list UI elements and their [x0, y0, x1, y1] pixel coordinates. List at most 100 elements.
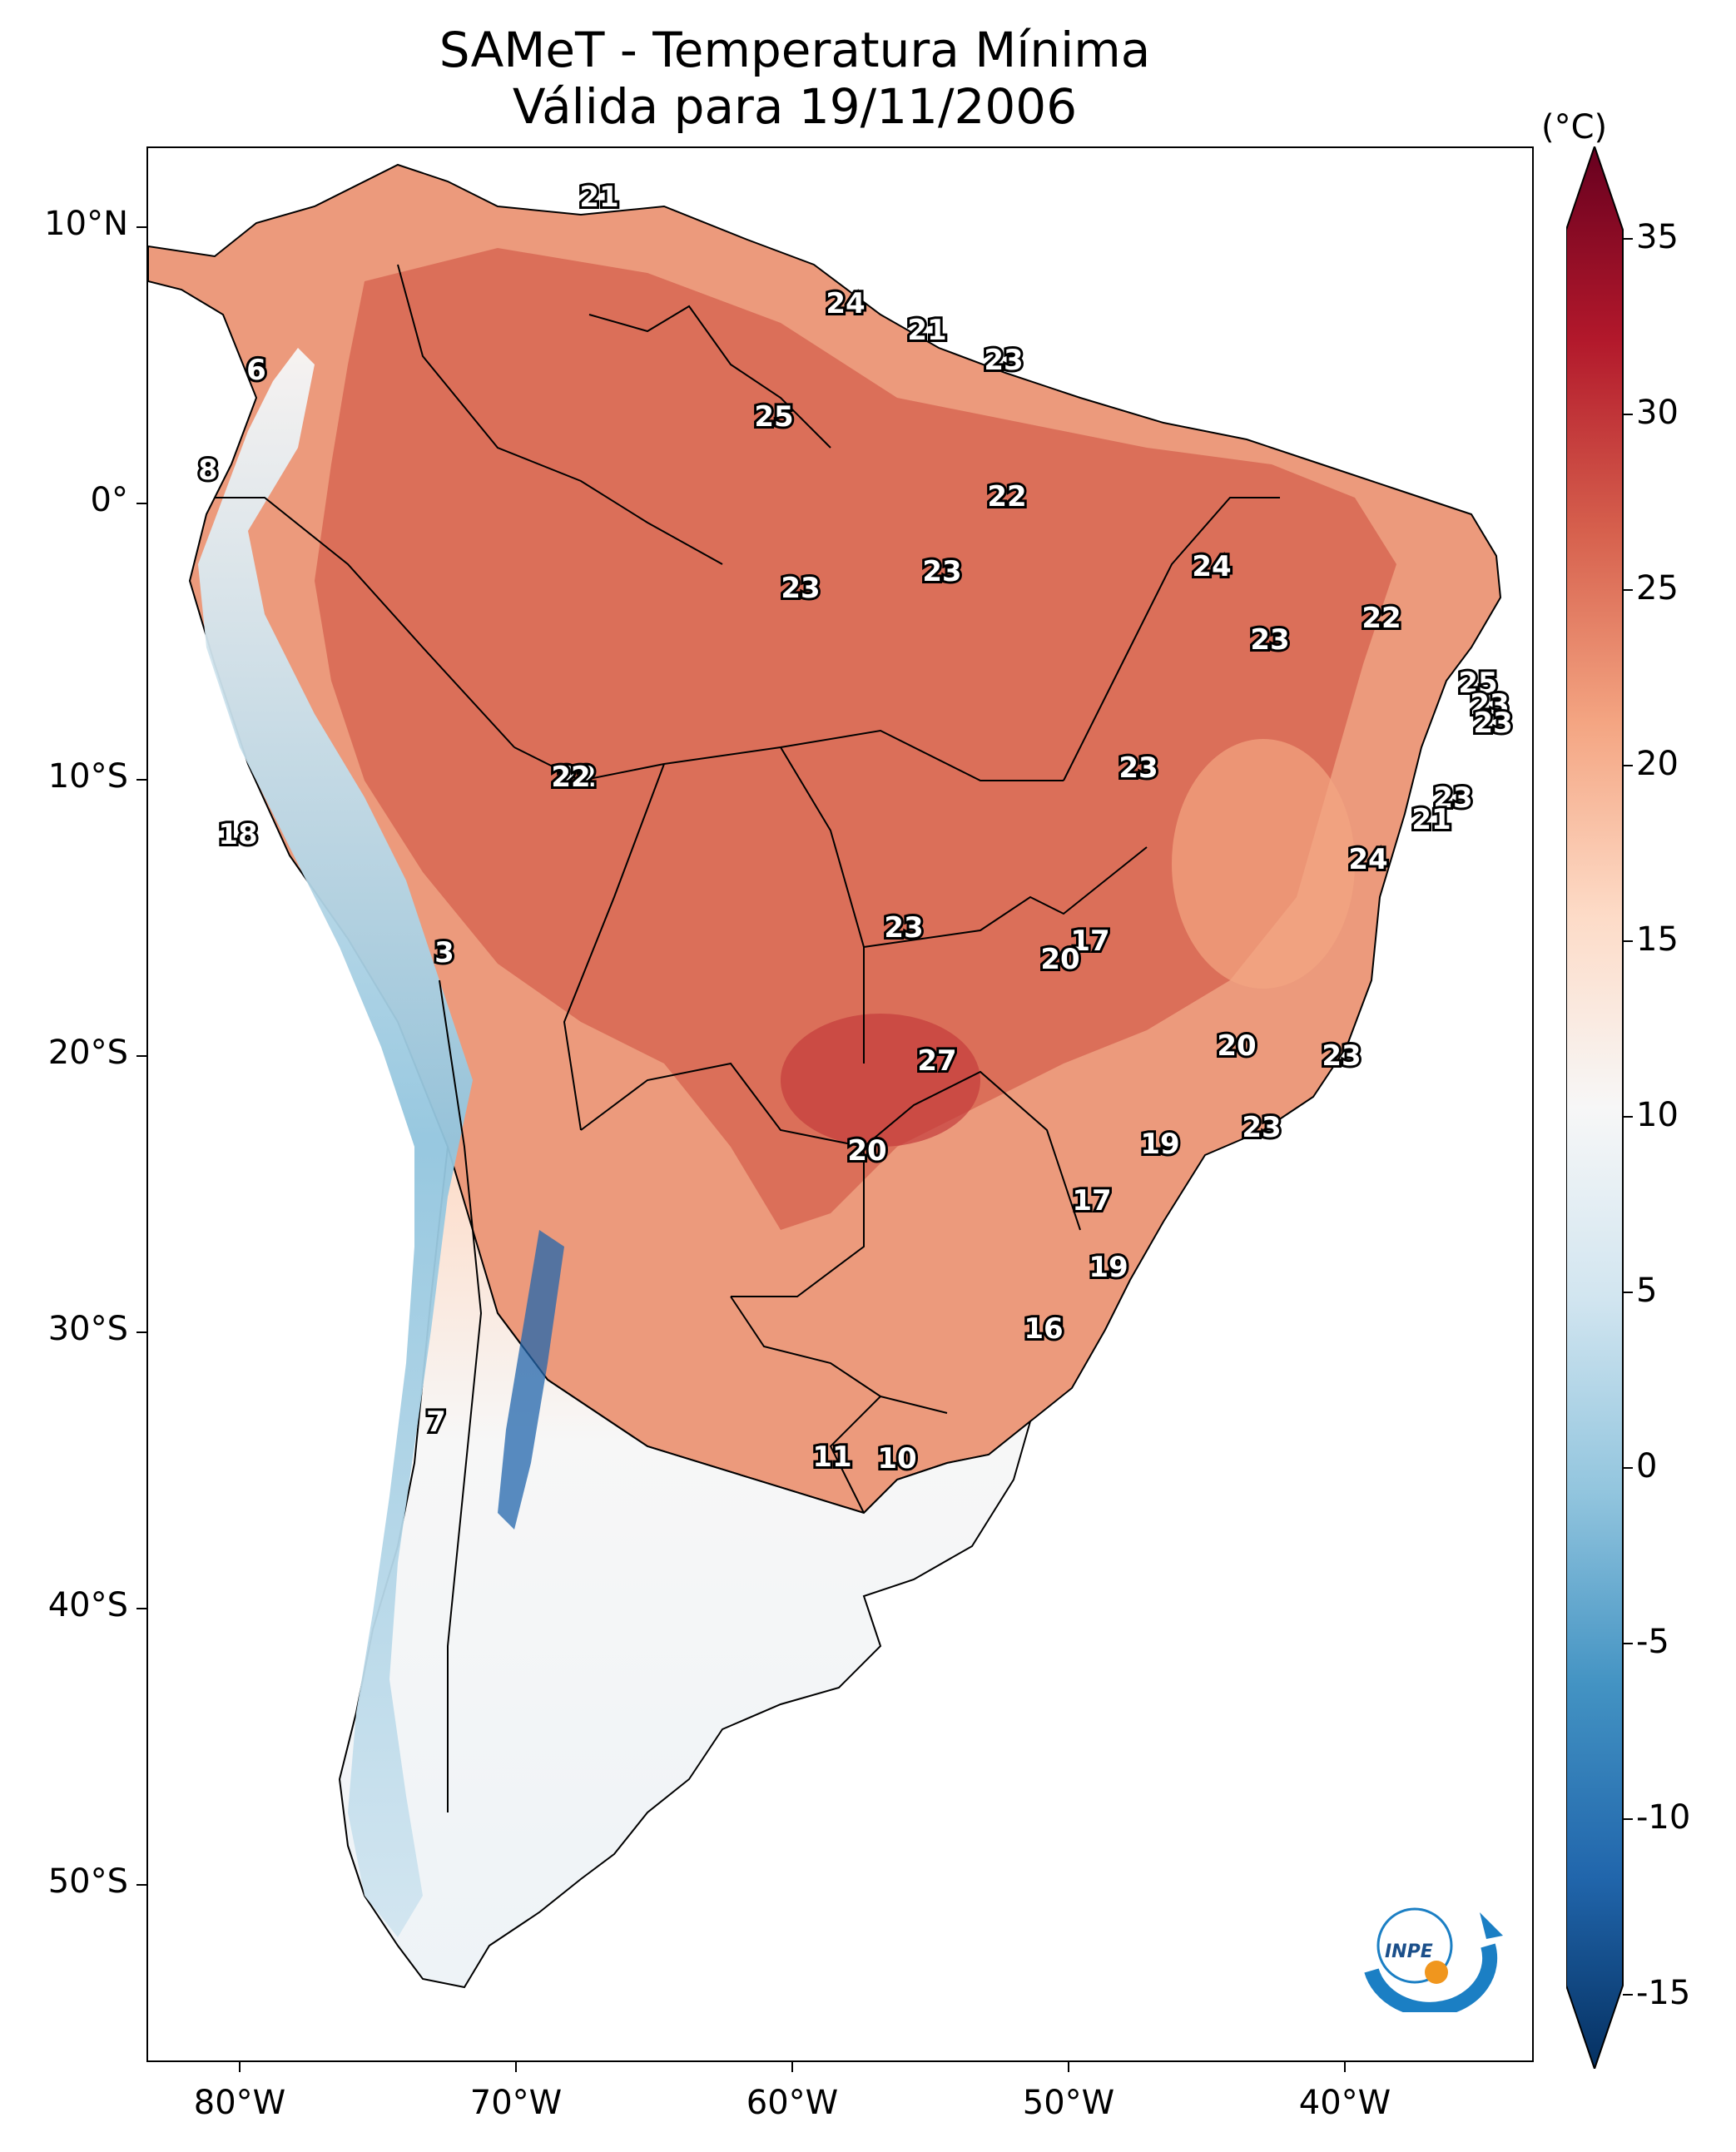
lat-tick — [136, 226, 146, 228]
colorbar-label-30: 30 — [1636, 394, 1679, 432]
cool-plateau — [1172, 739, 1355, 989]
station-temperature-label: 23 — [781, 572, 820, 605]
station-temperature-label: 27 — [917, 1044, 956, 1078]
station-temperature-label: 23 — [1433, 781, 1472, 815]
station-temperature-label: 23 — [1322, 1039, 1361, 1073]
lon-label-50w: 50°W — [1022, 2084, 1115, 2122]
station-temperature-label: 21 — [907, 314, 946, 347]
warm-core — [315, 248, 1396, 1230]
lon-tick — [1344, 2062, 1346, 2072]
station-temperature-label: 22 — [1362, 602, 1401, 635]
station-temperature-label: 18 — [218, 818, 257, 851]
map-panel: 21 24 21 23 6 25 8 22 23 23 24 22 23 25 23 23 23 22 22 23 21… — [146, 146, 1534, 2062]
colorbar-label-m15: -15 — [1636, 1974, 1691, 2012]
station-temperature-label: 24 — [1348, 843, 1387, 876]
lat-label-20s: 20°S — [47, 1034, 128, 1072]
station-temperature-label: 20 — [847, 1134, 886, 1168]
colorbar-tick — [1623, 414, 1633, 415]
lat-tick — [136, 1055, 146, 1057]
station-temperature-label: 23 — [1473, 707, 1512, 740]
colorbar-tick — [1623, 1818, 1633, 1820]
station-temperature-label: 17 — [1072, 1184, 1111, 1217]
colorbar-label-20: 20 — [1636, 745, 1679, 783]
colorbar-label-15: 15 — [1636, 920, 1679, 959]
colorbar — [1566, 146, 1624, 2069]
station-temperature-label: 23 — [984, 344, 1023, 377]
colorbar-tick — [1623, 765, 1633, 766]
station-temperature-label: 21 — [1411, 803, 1451, 836]
lat-tick — [136, 1331, 146, 1333]
station-temperature-label: 22 — [987, 480, 1026, 513]
colorbar-tick — [1623, 238, 1633, 240]
colorbar-unit: (°C) — [1541, 108, 1608, 146]
station-temperature-label: 23 — [1242, 1111, 1281, 1144]
lat-label-10n: 10°N — [44, 205, 128, 243]
temperature-map: 2124212362582223232422232523232322222321… — [148, 163, 1515, 1989]
lat-label-40s: 40°S — [47, 1586, 128, 1624]
station-temperature-label: 22 — [557, 761, 596, 794]
station-temperature-label: 11 — [812, 1440, 851, 1474]
station-temperature-label: 17 — [1070, 925, 1109, 958]
station-temperature-label: 24 — [826, 287, 865, 320]
station-temperature-label: 8 — [198, 454, 218, 487]
station-temperature-label: 6 — [246, 354, 266, 387]
station-temperature-label: 19 — [1089, 1251, 1128, 1284]
colorbar-tick — [1623, 940, 1633, 942]
colorbar-tick — [1623, 1994, 1633, 1996]
station-temperature-label: 20 — [1217, 1029, 1256, 1063]
station-temperature-label: 23 — [1250, 623, 1289, 657]
station-temperature-label: 24 — [1192, 550, 1231, 583]
station-temperature-label: 23 — [1118, 751, 1158, 785]
lon-tick — [1068, 2062, 1069, 2072]
colorbar-tick — [1623, 1467, 1633, 1469]
lat-label-50s: 50°S — [47, 1862, 128, 1901]
colorbar-label-m10: -10 — [1636, 1798, 1691, 1837]
colorbar-label-35: 35 — [1636, 218, 1679, 256]
lon-tick — [791, 2062, 793, 2072]
andes-cold-strip — [198, 348, 473, 1937]
logo-text: INPE — [1385, 1941, 1433, 1962]
lat-tick — [136, 779, 146, 781]
colorbar-label-m5: -5 — [1636, 1623, 1669, 1661]
station-temperature-label: 16 — [1024, 1312, 1063, 1346]
station-temperature-label: 7 — [426, 1406, 446, 1439]
lat-tick — [136, 1608, 146, 1609]
station-temperature-label: 25 — [754, 400, 793, 434]
country-borders — [215, 264, 1280, 1812]
lat-tick — [136, 503, 146, 504]
hot-spot — [781, 1014, 980, 1147]
station-labels: 2124212362582223232422232523232322222321… — [196, 178, 1515, 1478]
station-temperature-label: 23 — [922, 555, 961, 588]
colorbar-ramp — [1566, 146, 1624, 2069]
station-temperature-label: 23 — [1470, 688, 1509, 721]
lon-label-60w: 60°W — [746, 2084, 839, 2122]
map-title: SAMeT - Temperatura Mínima — [439, 22, 1151, 78]
station-temperature-label: 20 — [1040, 943, 1079, 976]
colorbar-label-25: 25 — [1636, 569, 1679, 607]
station-temperature-label: 19 — [1140, 1128, 1179, 1161]
lat-label-10s: 10°S — [47, 757, 128, 796]
lon-label-80w: 80°W — [193, 2084, 286, 2122]
lon-tick — [515, 2062, 517, 2072]
station-temperature-label: 22 — [551, 761, 590, 794]
inpe-logo: INPE — [1364, 1907, 1503, 2012]
lat-tick — [136, 1884, 146, 1886]
colorbar-tick — [1623, 1643, 1633, 1644]
lat-label-0: 0° — [90, 481, 128, 519]
station-temperature-label: 21 — [579, 181, 618, 214]
station-temperature-label: 23 — [884, 911, 923, 945]
lat-label-30s: 30°S — [47, 1310, 128, 1348]
colorbar-tick — [1623, 1116, 1633, 1118]
colorbar-label-5: 5 — [1636, 1272, 1658, 1310]
station-temperature-label: 25 — [1458, 667, 1497, 700]
colorbar-label-10: 10 — [1636, 1096, 1679, 1134]
colorbar-tick — [1623, 589, 1633, 591]
lon-label-40w: 40°W — [1298, 2084, 1391, 2122]
andes-deep-cold — [498, 1230, 564, 1530]
lon-tick — [239, 2062, 241, 2072]
station-temperature-label: 10 — [877, 1442, 916, 1475]
lon-label-70w: 70°W — [469, 2084, 563, 2122]
station-temperature-label: 3 — [434, 936, 454, 969]
map-subtitle: Válida para 19/11/2006 — [512, 78, 1078, 135]
colorbar-tick — [1623, 1292, 1633, 1293]
